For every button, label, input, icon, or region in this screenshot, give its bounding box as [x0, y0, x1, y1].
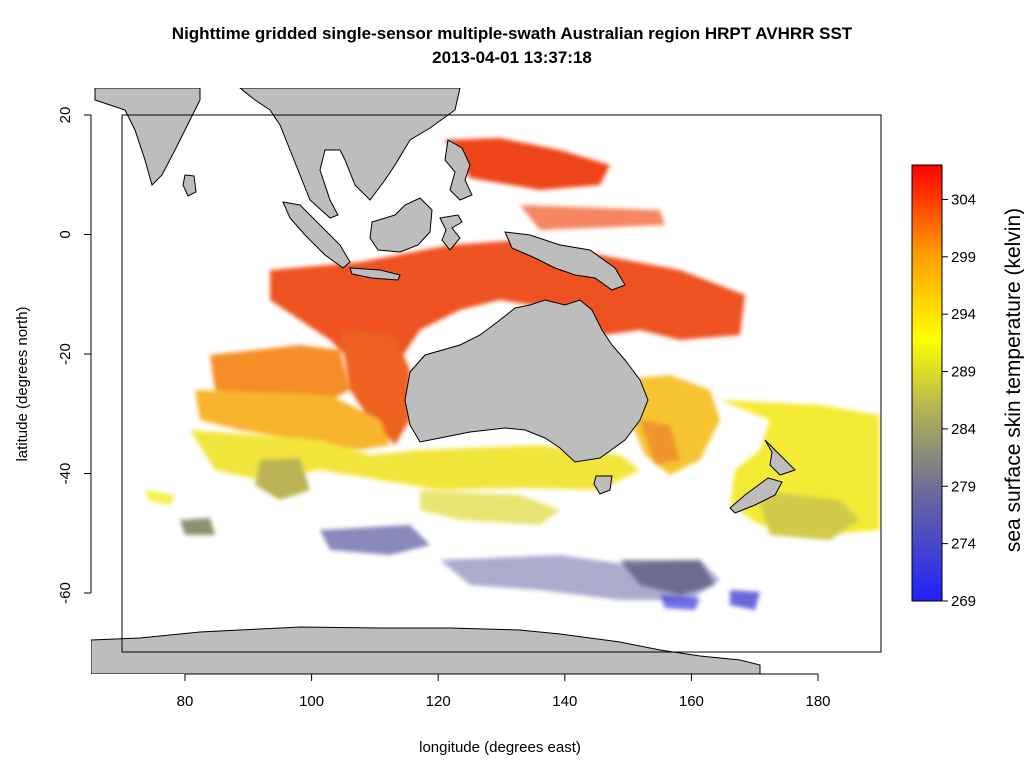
x-tick-label: 180 [805, 693, 830, 710]
y-tick-label: -40 [57, 463, 74, 485]
colorbar-tick-label: 269 [951, 593, 976, 610]
x-tick-label: 100 [299, 693, 324, 710]
colorbar-tick-label: 274 [951, 536, 976, 553]
x-axis: 80 100 120 140 160 180 [177, 674, 831, 710]
y-axis: 20 0 -20 -40 -60 [57, 107, 91, 604]
y-axis-label: latitude (degrees north) [14, 306, 31, 461]
colorbar-title: sea surface skin temperature (kelvin) [1002, 208, 1024, 552]
colorbar-tick-label: 284 [951, 421, 976, 438]
x-tick-label: 140 [552, 693, 577, 710]
colorbar-tick-label: 304 [951, 191, 976, 208]
landmass-sumatra [283, 202, 350, 268]
y-tick-label: -60 [57, 582, 74, 604]
colorbar-tick-label: 299 [951, 249, 976, 266]
colorbar-tick-label: 294 [951, 306, 976, 323]
landmass-india [95, 88, 200, 185]
x-axis-label: longitude (degrees east) [419, 739, 581, 756]
colorbar-ticks: 269 274 279 284 289 294 299 304 [942, 191, 976, 610]
y-tick-label: -20 [57, 343, 74, 365]
y-tick-label: 0 [57, 230, 74, 238]
y-tick-label: 20 [57, 107, 74, 124]
landmass-antarctica [91, 627, 760, 674]
x-tick-label: 160 [679, 693, 704, 710]
colorbar [912, 165, 942, 601]
x-tick-label: 80 [177, 693, 194, 710]
x-tick-label: 120 [426, 693, 451, 710]
landmass-borneo [370, 198, 432, 252]
landmass-tasmania [594, 476, 612, 494]
landmass-southeast-asia [240, 88, 460, 218]
colorbar-tick-label: 289 [951, 364, 976, 381]
colorbar-tick-label: 279 [951, 478, 976, 495]
landmass-sri-lanka [183, 175, 196, 196]
